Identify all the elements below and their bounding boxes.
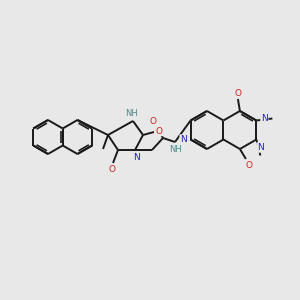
Text: N: N	[261, 114, 268, 123]
Text: NH: NH	[124, 109, 137, 118]
Text: O: O	[245, 160, 252, 169]
Text: N: N	[180, 135, 187, 144]
Text: NH: NH	[169, 145, 182, 154]
Text: O: O	[234, 88, 242, 98]
Text: O: O	[155, 127, 163, 136]
Text: N: N	[257, 143, 264, 152]
Text: O: O	[149, 116, 157, 125]
Text: O: O	[109, 164, 116, 173]
Text: N: N	[134, 152, 140, 161]
